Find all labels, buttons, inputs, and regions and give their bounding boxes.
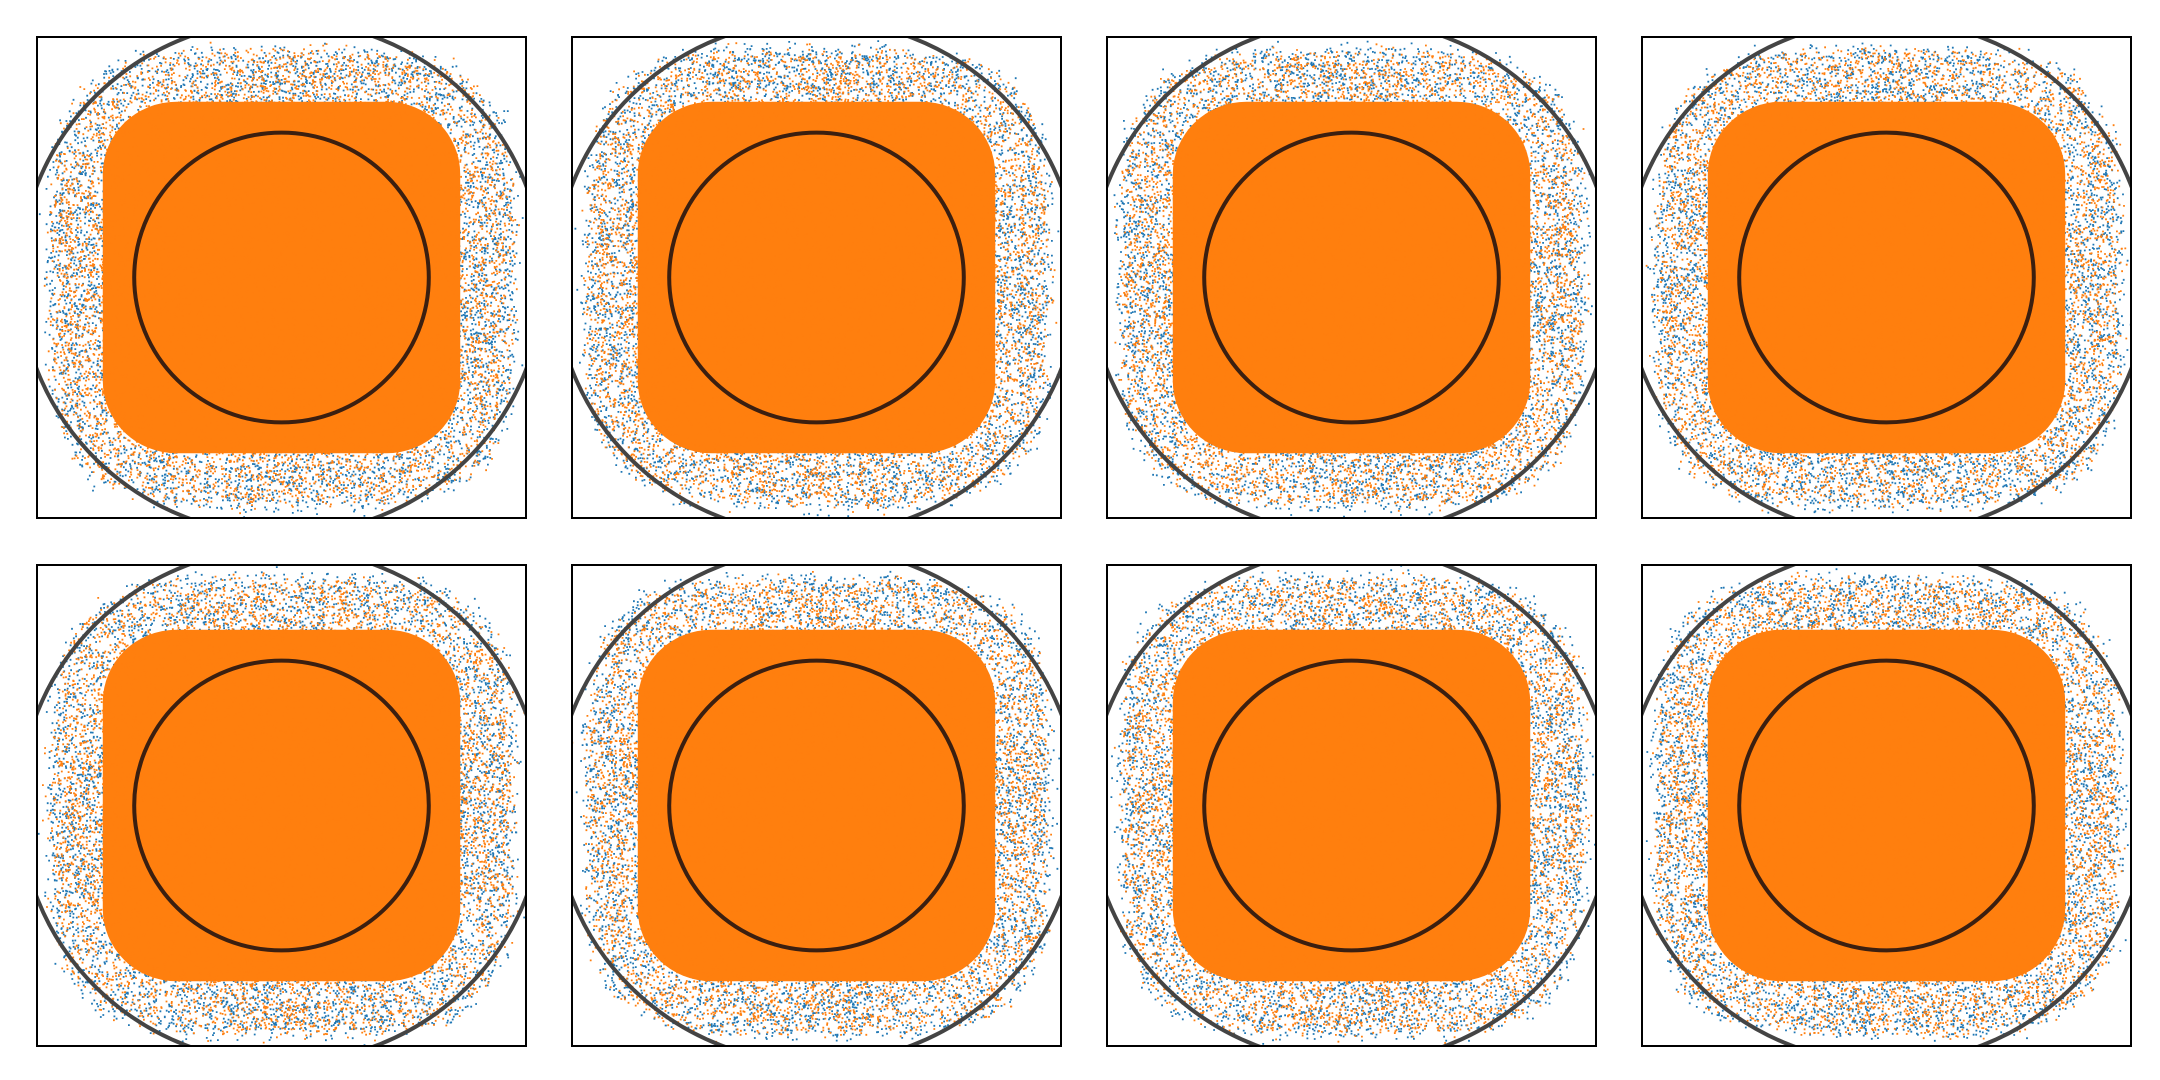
series-2-points (42, 572, 526, 1044)
axes-frame (1106, 36, 1597, 519)
axes-frame (1641, 564, 2132, 1047)
series-2-points (1645, 45, 2128, 513)
scatter-plot (1641, 564, 2132, 1047)
inner-circle (667, 130, 966, 425)
scatter-plot (36, 36, 527, 519)
scatter-panel-5 (36, 564, 527, 1047)
dense-core (1172, 629, 1531, 982)
axes-frame (1641, 36, 2132, 519)
axes-frame (571, 564, 1062, 1047)
inner-circle (1737, 130, 2036, 425)
scatter-markers (1113, 570, 1593, 1044)
scatter-plot (36, 564, 527, 1047)
inner-circle (132, 658, 431, 953)
axes-frame (36, 564, 527, 1047)
scatter-panel-3 (1106, 36, 1597, 519)
series-2-points (1113, 570, 1593, 1044)
scatter-plot (1106, 36, 1597, 519)
scatter-panel-2 (571, 36, 1062, 519)
inner-circle (1202, 658, 1501, 953)
scatter-markers (1645, 568, 2132, 1042)
scatter-plot (571, 36, 1062, 519)
scatter-plot (1106, 564, 1597, 1047)
scatter-plot (571, 564, 1062, 1047)
scatter-panel-7 (1106, 564, 1597, 1047)
axes-frame (36, 36, 527, 519)
series-1-points (1645, 568, 2132, 1042)
inner-circle (1202, 130, 1501, 425)
scatter-markers (42, 572, 526, 1044)
scatter-markers (581, 42, 1058, 516)
scatter-plot (1641, 36, 2132, 519)
dense-core (1172, 101, 1531, 454)
inner-circle (1737, 658, 2036, 953)
scatter-panel-4 (1641, 36, 2132, 519)
series-2-points (43, 41, 520, 515)
axes-frame (571, 36, 1062, 519)
axes-frame (1106, 564, 1597, 1047)
scatter-markers (571, 571, 1053, 1043)
scatter-markers (1645, 45, 2128, 513)
inner-circle (667, 658, 966, 953)
scatter-panel-1 (36, 36, 527, 519)
series-2-points (1650, 571, 2126, 1040)
series-2-points (581, 42, 1058, 516)
series-2-points (1114, 43, 1597, 512)
series-2-points (571, 571, 1053, 1043)
scatter-markers (1114, 43, 1597, 512)
scatter-panel-8 (1641, 564, 2132, 1047)
scatter-markers (1650, 571, 2126, 1040)
scatter-panel-6 (571, 564, 1062, 1047)
inner-circle (132, 130, 431, 425)
scatter-markers (43, 41, 520, 515)
